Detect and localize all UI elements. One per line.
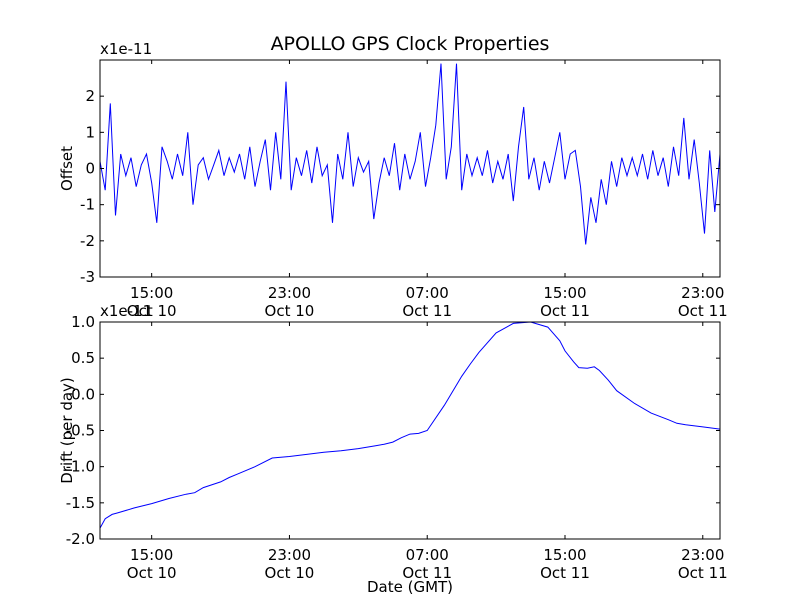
y-tick-label: 0 [85,160,95,178]
y-tick-label: 1 [85,123,95,141]
axes-frame [99,321,721,540]
x-tick-label-date: Oct 10 [127,564,177,582]
x-tick-label-time: 23:00 [681,284,724,302]
y-tick-label: -2 [80,232,95,250]
x-tick-label-date: Oct 11 [540,302,590,320]
y-tick-label: -0.5 [66,422,95,440]
y-tick-label: 0.0 [71,385,95,403]
y-axis-label: Drift (per day) [58,377,76,484]
x-tick-label-time: 15:00 [543,284,586,302]
x-tick-label-time: 23:00 [268,546,311,564]
x-tick-label-time: 07:00 [406,546,449,564]
series-line-drift [100,322,720,529]
x-axis-label: Date (GMT) [367,578,453,596]
x-tick-label-date: Oct 11 [402,302,452,320]
x-tick-label-time: 23:00 [681,546,724,564]
y-tick-label: 2 [85,87,95,105]
x-tick-label-date: Oct 10 [265,302,315,320]
axes-frame [99,59,721,278]
x-tick-label-date: Oct 11 [540,564,590,582]
y-tick-label: -1.0 [66,458,95,476]
series-line-offset [100,63,720,245]
y-tick-label: -1 [80,196,95,214]
x-tick-label-date: Oct 10 [265,564,315,582]
x-tick-label-time: 07:00 [406,284,449,302]
y-scale-label: x1e-11 [100,40,152,58]
y-tick-label: 0.5 [71,349,95,367]
y-scale-label: x1e-11 [100,302,152,320]
y-tick-label: -1.5 [66,494,95,512]
chart-title: APOLLO GPS Clock Properties [271,33,550,55]
y-tick-label: -2.0 [66,530,95,548]
x-tick-label-date: Oct 11 [402,564,452,582]
y-tick-label: 1.0 [71,313,95,331]
x-tick-label-time: 15:00 [130,546,173,564]
x-tick-label-date: Oct 11 [678,564,728,582]
x-tick-label-time: 15:00 [543,546,586,564]
y-axis-label: Offset [58,146,76,191]
x-tick-label-date: Oct 11 [678,302,728,320]
x-tick-label-date: Oct 10 [127,302,177,320]
y-tick-label: -3 [80,268,95,286]
x-tick-label-time: 15:00 [130,284,173,302]
x-tick-label-time: 23:00 [268,284,311,302]
